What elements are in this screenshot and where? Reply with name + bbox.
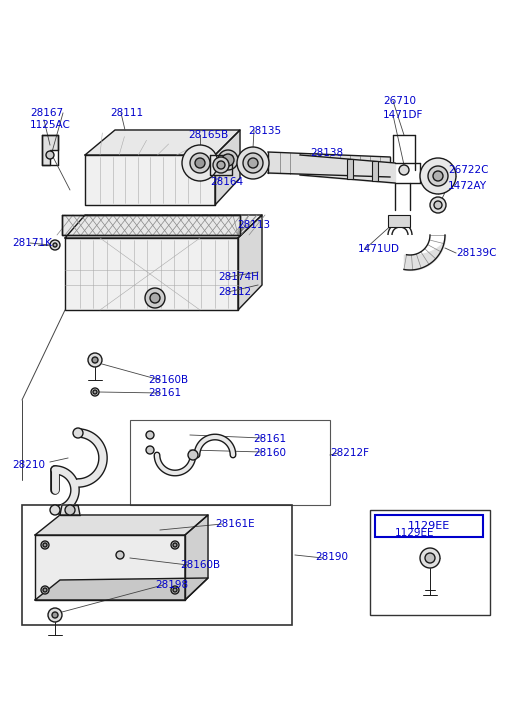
Circle shape <box>93 390 97 394</box>
Text: 28138: 28138 <box>310 148 343 158</box>
Circle shape <box>434 201 442 209</box>
Circle shape <box>243 153 263 173</box>
Circle shape <box>48 608 62 622</box>
FancyBboxPatch shape <box>347 159 353 180</box>
Circle shape <box>41 586 49 594</box>
Circle shape <box>190 153 210 173</box>
Text: 1472AY: 1472AY <box>448 181 487 191</box>
Text: 28112: 28112 <box>218 287 251 297</box>
Polygon shape <box>35 578 208 600</box>
Text: 28113: 28113 <box>237 220 270 230</box>
Text: 28165B: 28165B <box>188 130 228 140</box>
Text: 28161E: 28161E <box>215 519 255 529</box>
Polygon shape <box>85 130 240 155</box>
Circle shape <box>50 240 60 250</box>
Text: 28111: 28111 <box>110 108 143 118</box>
Text: 28190: 28190 <box>315 552 348 562</box>
Text: 28212F: 28212F <box>330 448 369 458</box>
Text: 28198: 28198 <box>155 580 188 590</box>
FancyBboxPatch shape <box>372 161 378 181</box>
Text: 28164: 28164 <box>210 177 243 187</box>
Circle shape <box>150 293 160 303</box>
Circle shape <box>146 431 154 439</box>
Text: 28160: 28160 <box>253 448 286 458</box>
Circle shape <box>213 157 229 173</box>
Circle shape <box>217 161 225 169</box>
Text: 28210: 28210 <box>12 460 45 470</box>
Text: 28160B: 28160B <box>180 560 220 570</box>
Circle shape <box>52 612 58 618</box>
Circle shape <box>188 450 198 460</box>
Circle shape <box>171 541 179 549</box>
Circle shape <box>41 541 49 549</box>
Text: 28167: 28167 <box>30 108 63 118</box>
Circle shape <box>50 505 60 515</box>
Circle shape <box>399 165 409 175</box>
Text: 28171K: 28171K <box>12 238 52 248</box>
Circle shape <box>237 147 269 179</box>
Circle shape <box>173 588 177 592</box>
Text: 28161: 28161 <box>253 434 286 444</box>
Circle shape <box>428 166 448 186</box>
Polygon shape <box>238 215 262 310</box>
Text: 26722C: 26722C <box>448 165 488 175</box>
Text: 28160B: 28160B <box>148 375 188 385</box>
Circle shape <box>43 588 47 592</box>
Circle shape <box>433 171 443 181</box>
Circle shape <box>73 428 83 438</box>
Polygon shape <box>35 515 208 535</box>
Text: 1471UD: 1471UD <box>358 244 400 254</box>
Text: 28174H: 28174H <box>218 272 259 282</box>
Polygon shape <box>42 135 58 165</box>
Circle shape <box>173 543 177 547</box>
Polygon shape <box>215 130 240 205</box>
Circle shape <box>425 553 435 563</box>
Polygon shape <box>185 515 208 600</box>
Text: 1129EE: 1129EE <box>395 528 435 538</box>
Circle shape <box>146 446 154 454</box>
Circle shape <box>65 505 75 515</box>
Polygon shape <box>62 215 240 235</box>
Polygon shape <box>65 238 238 310</box>
Text: 1125AC: 1125AC <box>30 120 71 130</box>
Circle shape <box>420 548 440 568</box>
Text: 28161: 28161 <box>148 388 181 398</box>
Polygon shape <box>85 155 215 205</box>
Circle shape <box>430 197 446 213</box>
Circle shape <box>53 243 57 247</box>
FancyBboxPatch shape <box>388 215 410 227</box>
Text: 28139C: 28139C <box>456 248 496 258</box>
Text: 26710: 26710 <box>383 96 416 106</box>
Circle shape <box>116 551 124 559</box>
Polygon shape <box>35 535 185 600</box>
Circle shape <box>145 288 165 308</box>
Circle shape <box>88 353 102 367</box>
Circle shape <box>171 586 179 594</box>
Circle shape <box>218 150 238 170</box>
Circle shape <box>195 158 205 168</box>
Polygon shape <box>210 155 232 175</box>
Text: 1129EE: 1129EE <box>408 521 450 531</box>
Circle shape <box>420 158 456 194</box>
Circle shape <box>182 145 218 181</box>
Text: 1471DF: 1471DF <box>383 110 423 120</box>
Polygon shape <box>65 215 262 238</box>
Circle shape <box>46 151 54 159</box>
Circle shape <box>248 158 258 168</box>
Circle shape <box>43 543 47 547</box>
Circle shape <box>92 357 98 363</box>
Text: 28135: 28135 <box>248 126 281 136</box>
Circle shape <box>222 154 234 166</box>
Polygon shape <box>60 505 80 515</box>
Circle shape <box>91 388 99 396</box>
